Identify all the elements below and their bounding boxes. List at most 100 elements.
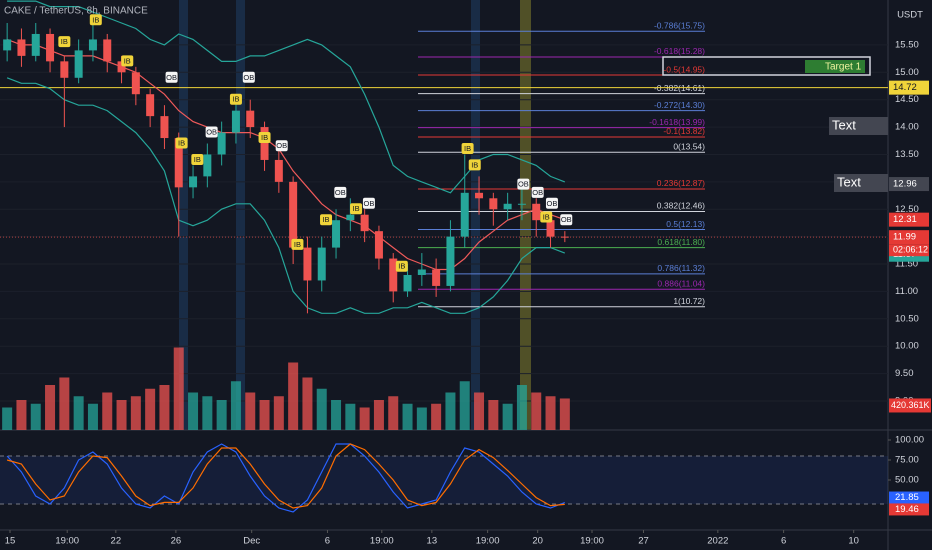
volume-bar xyxy=(431,403,442,430)
candle-body xyxy=(517,203,526,205)
plot: -0.786(15.75) -0.618(15.28) -0.5(14.95) -0.… xyxy=(0,0,888,533)
pattern-badge xyxy=(58,36,71,48)
session-highlight xyxy=(471,0,480,430)
pattern-label: IB xyxy=(398,262,405,271)
volume-bar xyxy=(102,392,113,430)
volume-bar xyxy=(216,400,227,430)
volume-bar xyxy=(345,403,356,430)
y-tick-label: 11.50 xyxy=(895,259,918,270)
pattern-label: OB xyxy=(276,141,287,150)
candle-body xyxy=(560,236,569,238)
volume-bar xyxy=(230,381,241,430)
y-tick-label: 9.50 xyxy=(895,368,914,379)
y-tick-label: 12.50 xyxy=(895,204,919,215)
price-badge xyxy=(889,177,929,192)
fib-label: -0.1618(13.99) xyxy=(649,117,705,127)
pattern-badge xyxy=(350,203,363,215)
pattern-badge xyxy=(517,178,530,190)
pattern-badge xyxy=(242,71,255,83)
x-tick-label: 6 xyxy=(781,536,786,547)
pattern-badge xyxy=(275,140,288,152)
x-tick-label: 2022 xyxy=(707,536,728,547)
pattern-badge xyxy=(531,186,544,198)
candle-body xyxy=(260,127,269,160)
volume-bar xyxy=(245,392,256,430)
volume-bar xyxy=(445,392,456,430)
volume-bar xyxy=(531,392,542,430)
y-tick-label: 10.00 xyxy=(895,341,919,352)
x-tick-label: 10 xyxy=(848,536,859,547)
volume-bar xyxy=(45,385,56,430)
pattern-label: IB xyxy=(294,240,301,249)
fib-label: 0.5(12.13) xyxy=(666,219,705,229)
volume-bar xyxy=(474,392,485,430)
volume-bar xyxy=(545,396,556,430)
candle-body xyxy=(460,192,469,237)
candle-body xyxy=(317,247,326,281)
fib-label: 0.886(11.04) xyxy=(657,278,705,288)
pattern-label: IB xyxy=(194,155,201,164)
pattern-badge xyxy=(461,142,474,154)
target-label: Target 1 xyxy=(825,62,862,73)
candle-body xyxy=(203,154,212,177)
pattern-badge xyxy=(291,238,304,250)
candle-body xyxy=(146,94,155,117)
stoch-badge-label: 21.85 xyxy=(895,492,919,503)
price-badge-label: 12.31 xyxy=(893,214,917,225)
candle-body xyxy=(174,138,183,188)
candle-body xyxy=(231,110,240,133)
candle-body xyxy=(31,33,40,56)
volume-bar xyxy=(159,385,170,430)
x-tick-label: 13 xyxy=(427,536,438,547)
fib-label: -0.5(14.95) xyxy=(663,64,705,74)
price-badge xyxy=(889,80,929,95)
x-tick-label: 27 xyxy=(638,536,649,547)
y-tick-label: 14.50 xyxy=(895,94,919,105)
pattern-label: IB xyxy=(92,15,99,24)
candle-body xyxy=(60,61,69,78)
x-tick-label: 26 xyxy=(171,536,182,547)
volume-bar xyxy=(130,396,141,430)
volume-bar xyxy=(259,400,270,430)
volume-bar xyxy=(116,400,127,430)
stoch-line xyxy=(6,443,565,509)
price-badge xyxy=(889,212,929,227)
candle-body xyxy=(489,198,498,210)
candle-body xyxy=(3,39,12,51)
x-tick-label: 19:00 xyxy=(580,536,604,547)
candle-body xyxy=(117,61,126,73)
pattern-label: OB xyxy=(335,188,346,197)
pattern-label: IB xyxy=(543,212,550,221)
stoch-badge-label: 19.46 xyxy=(895,504,919,515)
candle-body xyxy=(46,33,55,62)
price-badge-label: 14.72 xyxy=(893,82,917,93)
pattern-label: OB xyxy=(547,199,558,208)
x-tick-label: 20 xyxy=(532,536,543,547)
x-tick-label: 22 xyxy=(111,536,122,547)
pattern-badge xyxy=(191,153,204,165)
fib-label: -0.1(13.82) xyxy=(663,126,705,136)
volume-bar xyxy=(516,385,527,430)
pattern-badge xyxy=(89,14,102,26)
candle-body xyxy=(103,39,112,62)
pattern-label: OB xyxy=(364,199,375,208)
volume-bar xyxy=(488,400,499,430)
x-tick-label: Dec xyxy=(243,536,260,547)
symbol-title: CAKE / TetherUS, 8h, BINANCE xyxy=(4,6,148,17)
target-box xyxy=(662,56,871,76)
pattern-badge xyxy=(395,260,408,272)
candle-body xyxy=(346,214,355,221)
pattern-label: OB xyxy=(561,215,572,224)
price-badge xyxy=(889,230,929,245)
volume-bar xyxy=(373,400,384,430)
pattern-badge xyxy=(468,159,481,171)
volume-bar xyxy=(2,407,13,430)
candle-body xyxy=(475,192,484,199)
pattern-label: OB xyxy=(166,73,177,82)
pattern-label: OB xyxy=(518,180,529,189)
stoch-band xyxy=(0,456,888,504)
x-tick-label: 19:00 xyxy=(370,536,394,547)
volume-bar xyxy=(30,403,41,430)
y-tick-label: 15.00 xyxy=(895,67,919,78)
volume-bar xyxy=(202,396,213,430)
